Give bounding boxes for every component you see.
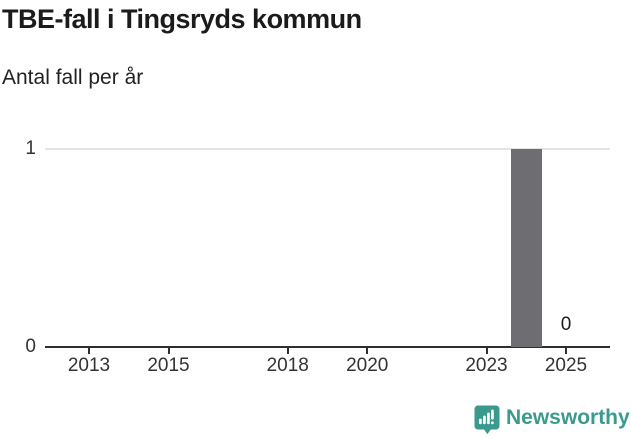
gridline-y1 (45, 148, 610, 150)
x-tick-mark-2018 (286, 348, 289, 354)
x-tick-mark-2025 (565, 348, 567, 354)
x-tick-label-2023: 2023 (465, 355, 508, 376)
chart-subtitle: Antal fall per år (2, 66, 144, 89)
x-tick-label-2015: 2015 (147, 355, 190, 376)
x-tick-label-2018: 2018 (266, 355, 309, 376)
y-axis-tick-label-1: 1 (25, 138, 36, 159)
newsworthy-bar-chart-bubble-icon (474, 405, 501, 439)
bar-2024 (510, 149, 542, 347)
x-tick-mark-2023 (485, 348, 488, 354)
newsworthy-brand-name: Newsworthy (506, 406, 630, 429)
x-tick-mark-2015 (167, 348, 170, 354)
x-tick-mark-2013 (88, 348, 90, 354)
newsworthy-logo: Newsworthy (474, 405, 630, 435)
x-axis-line (45, 346, 610, 348)
bar-value-label-2025: 0 (560, 314, 572, 335)
x-tick-label-2013: 2013 (67, 355, 111, 376)
x-tick-label-2025: 2025 (544, 355, 588, 376)
x-tick-mark-2020 (366, 348, 369, 354)
y-axis-tick-label-0: 0 (25, 336, 36, 357)
x-tick-label-2020: 2020 (346, 355, 389, 376)
chart-title: TBE-fall i Tingsryds kommun (2, 4, 362, 34)
